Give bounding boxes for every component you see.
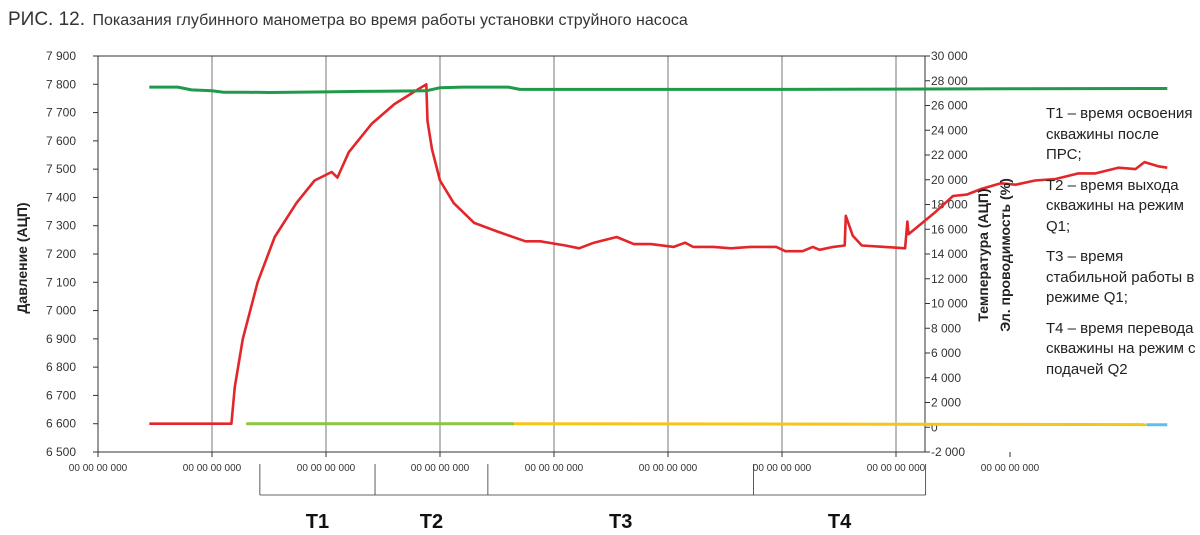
period-label: Т4 [828, 511, 852, 533]
y2-tick-label: 30 000 [931, 49, 968, 63]
chart-grid [211, 56, 897, 452]
x-tick-label: 00 00 00 000 [639, 463, 698, 474]
x-tick-label: 00 00 00 000 [753, 463, 812, 474]
y-tick-label: 6 600 [46, 417, 76, 431]
y2-axis-label-temperature: Температура (АЦП) [975, 188, 991, 321]
y2-tick-label: 8 000 [931, 321, 961, 335]
y2-tick-label: -2 000 [931, 445, 965, 459]
period-legend: Т1 – время освоения скважины после ПРС; … [1046, 104, 1198, 390]
legend-item-t3: Т3 – время стабильной работы в режиме Q1… [1046, 248, 1195, 306]
y2-tick-label: 12 000 [931, 272, 968, 286]
x-tick-label: 00 00 00 000 [183, 463, 242, 474]
x-tick-label: 00 00 00 000 [69, 463, 128, 474]
period-label: Т2 [420, 511, 443, 533]
y-tick-label: 7 400 [46, 190, 76, 204]
x-axis-ticks: 00 00 00 000 00 00 00 000 00 00 00 000 00 0… [69, 452, 1040, 474]
y-tick-label: 6 900 [46, 332, 76, 346]
period-brackets: Т1 Т2 Т3 Т4 [259, 464, 927, 533]
figure-title: Показания глубинного манометра во время … [92, 12, 688, 29]
y2-tick-label: 20 000 [931, 173, 968, 187]
y-tick-label: 7 500 [46, 162, 76, 176]
legend-item-t4: Т4 – время перевода скважины на режим с … [1046, 319, 1196, 378]
x-tick-label: 00 00 00 000 [411, 463, 470, 474]
y-tick-label: 6 700 [46, 388, 76, 402]
y2-tick-label: 14 000 [931, 247, 968, 261]
y2-tick-label: 0 [931, 420, 938, 434]
x-tick-label: 00 00 00 000 [981, 463, 1040, 474]
y-tick-label: 7 800 [46, 77, 76, 91]
legend-item-t2: Т2 – время выхода скважины на режим Q1; [1046, 176, 1184, 235]
y-tick-label: 7 300 [46, 219, 76, 233]
y-tick-label: 7 100 [46, 275, 76, 289]
y-tick-label: 7 000 [46, 304, 76, 318]
series-line-4 [514, 422, 1147, 427]
left-axis-ticks: 7 900 7 800 7 700 7 600 7 500 7 400 7 300 7 200… [46, 49, 98, 459]
y2-tick-label: 22 000 [931, 148, 968, 162]
series-line-2 [149, 85, 1168, 94]
x-tick-label: 00 00 00 000 [297, 463, 356, 474]
y2-axis-label-conductivity: Эл. проводимость (%) [997, 178, 1013, 332]
y2-tick-label: 10 000 [931, 297, 968, 311]
period-label: Т1 [306, 511, 329, 533]
y-axis-label: Давление (АЦП) [14, 202, 30, 313]
figure-caption: РИС. 12. Показания глубинного манометра … [8, 9, 688, 31]
y2-tick-label: 6 000 [931, 346, 961, 360]
y-tick-label: 7 200 [46, 247, 76, 261]
y2-tick-label: 16 000 [931, 222, 968, 236]
y-tick-label: 6 800 [46, 360, 76, 374]
y2-tick-label: 26 000 [931, 99, 968, 113]
series-layer [149, 83, 1168, 427]
y-tick-label: 7 700 [46, 106, 76, 120]
y2-tick-label: 2 000 [931, 396, 961, 410]
x-tick-label: 00 00 00 000 [867, 463, 926, 474]
y-tick-label: 7 900 [46, 49, 76, 63]
y-tick-label: 6 500 [46, 445, 76, 459]
y2-tick-label: 24 000 [931, 123, 968, 137]
series-line-1 [149, 83, 1168, 426]
y2-tick-label: 28 000 [931, 74, 968, 88]
y2-tick-label: 4 000 [931, 371, 961, 385]
legend-item-t1: Т1 – время освоения скважины после ПРС; [1046, 105, 1193, 163]
period-label: Т3 [609, 511, 632, 533]
y-tick-label: 7 600 [46, 134, 76, 148]
figure-label: РИС. 12. [8, 9, 86, 30]
x-tick-label: 00 00 00 000 [525, 463, 584, 474]
plot-frame [97, 55, 926, 453]
